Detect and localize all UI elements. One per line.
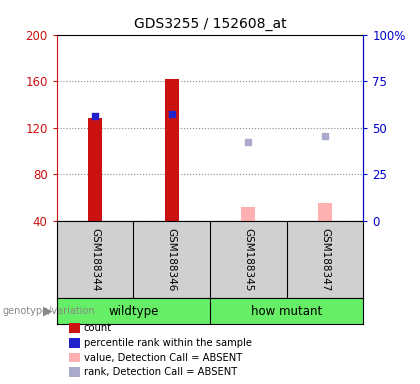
Text: GSM188344: GSM188344: [90, 227, 100, 291]
Point: [245, 139, 252, 145]
Point: [322, 133, 328, 139]
Text: percentile rank within the sample: percentile rank within the sample: [84, 338, 252, 348]
Text: GSM188347: GSM188347: [320, 227, 330, 291]
Point: [168, 111, 175, 117]
Bar: [165, 79, 178, 221]
Text: how mutant: how mutant: [251, 305, 322, 318]
Text: count: count: [84, 323, 112, 333]
Text: ▶: ▶: [43, 305, 52, 318]
Text: GSM188346: GSM188346: [167, 227, 177, 291]
Text: value, Detection Call = ABSENT: value, Detection Call = ABSENT: [84, 353, 242, 362]
Bar: [88, 118, 102, 221]
Bar: [241, 207, 255, 221]
Text: rank, Detection Call = ABSENT: rank, Detection Call = ABSENT: [84, 367, 237, 377]
Text: genotype/variation: genotype/variation: [2, 306, 95, 316]
Text: wildtype: wildtype: [108, 305, 158, 318]
Bar: [318, 204, 332, 221]
Text: GSM188345: GSM188345: [243, 227, 253, 291]
Title: GDS3255 / 152608_at: GDS3255 / 152608_at: [134, 17, 286, 31]
Point: [92, 113, 98, 119]
